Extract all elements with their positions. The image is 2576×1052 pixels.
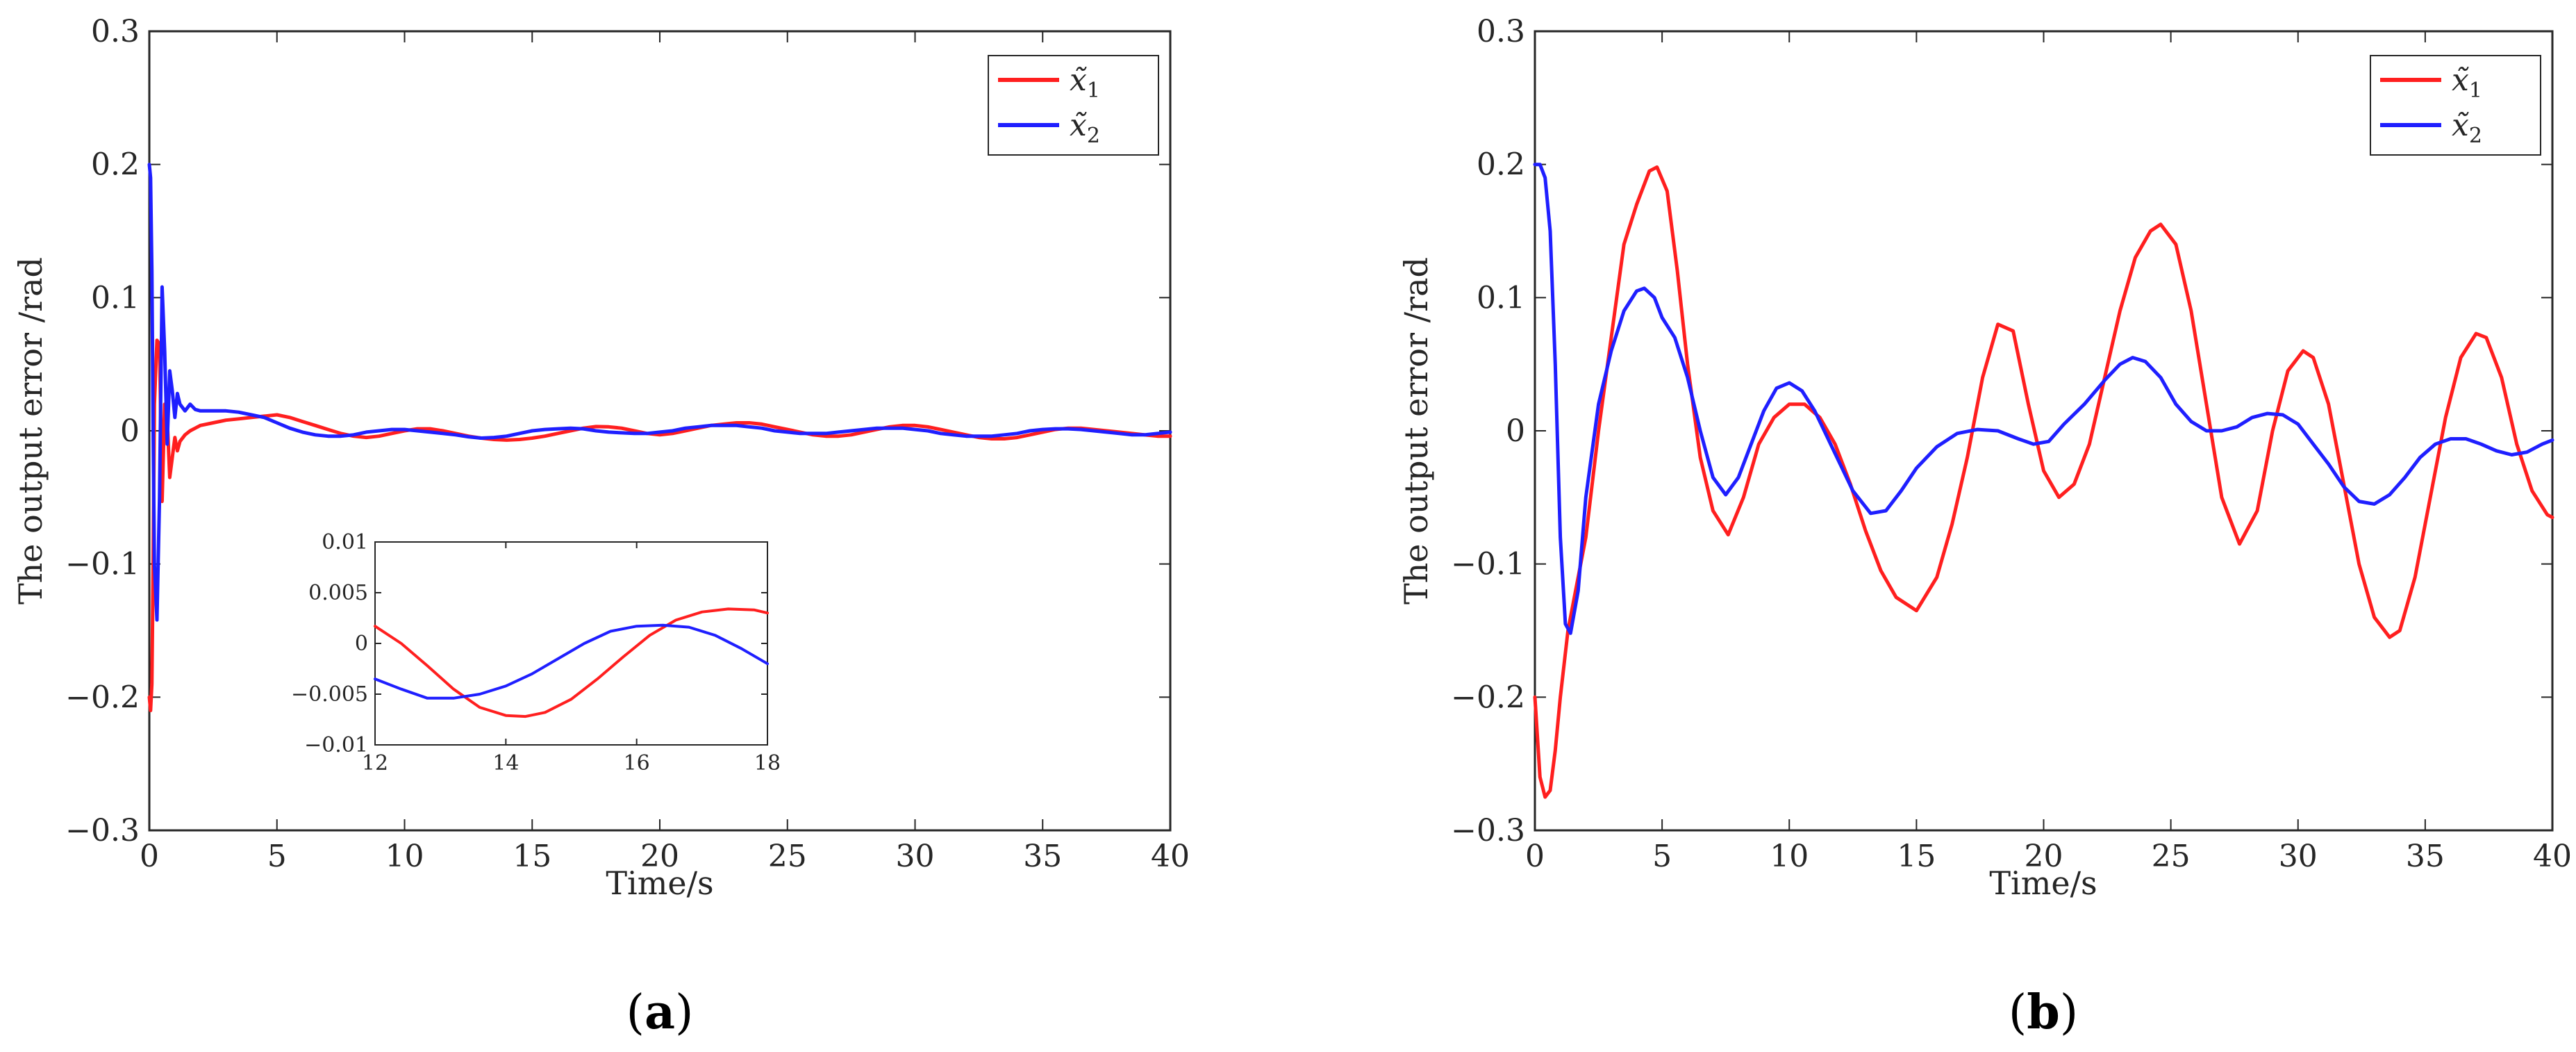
inset-frame-a xyxy=(374,541,768,746)
panel-label-b: (b) xyxy=(2009,985,2079,1040)
b-series-line-1 xyxy=(1533,165,2554,799)
a-xtick-label: 30 xyxy=(896,839,935,874)
b-xtick-label: 20 xyxy=(2025,839,2063,874)
inset-xtick-label: 18 xyxy=(754,751,781,775)
inset-ytick-label: −0.005 xyxy=(291,682,368,707)
inset-xtick-label: 12 xyxy=(362,751,388,775)
b-ytick-label: −0.1 xyxy=(1451,547,1525,582)
a-xtick-label: 40 xyxy=(1151,839,1190,874)
a-series-line-2 xyxy=(147,163,1172,622)
a-xtick-label: 35 xyxy=(1023,839,1062,874)
b-ytick-label: 0 xyxy=(1506,413,1525,449)
inset-series-line-1 xyxy=(374,607,769,718)
series-lines-b xyxy=(1533,163,2554,799)
inset-axis-ticks-a: 12 14 16 18 −0.01 −0.005 0 0.005 0.01 xyxy=(291,530,781,775)
axis-ticks-b: 0 5 10 15 20 25 30 35 40 −0.3 −0.2 −0.1 0 0.1 0.2 0.3 xyxy=(1451,14,2572,874)
inset-chart-a: 12 14 16 18 −0.01 −0.005 0 0.005 0.01 xyxy=(291,530,781,775)
x-axis-label-a: Time/s xyxy=(606,864,713,902)
a-xtick-label: 0 xyxy=(140,839,159,874)
axes-frame-b xyxy=(1534,30,2554,832)
b-ytick-label: −0.3 xyxy=(1451,813,1525,848)
a-xtick-label: 15 xyxy=(513,839,551,874)
inset-series-line-2 xyxy=(374,623,769,700)
b-xtick-label: 5 xyxy=(1652,839,1672,874)
axis-ticks-a: 0 5 10 15 20 25 30 35 40 −0.3 −0.2 −0.1 0 0.1 0.2 0.3 xyxy=(65,14,1190,874)
series-lines-a xyxy=(147,163,1172,712)
inset-ytick-label: −0.01 xyxy=(304,733,368,757)
b-xtick-label: 15 xyxy=(1897,839,1936,874)
legend-label-a-1: x̃1 xyxy=(1070,63,1100,103)
b-xtick-label: 25 xyxy=(2152,839,2191,874)
a-xtick-label: 10 xyxy=(385,839,424,874)
b-ytick-label: 0.2 xyxy=(1477,147,1525,183)
chart-panel-a: 0 5 10 15 20 25 30 35 40 −0.3 −0.2 −0.1 0 0.1 0.2 0.3 T… xyxy=(12,14,1190,1040)
a-ytick-label: −0.3 xyxy=(65,813,140,848)
legend-label-b-1: x̃1 xyxy=(2452,63,2482,103)
x-axis-label-b: Time/s xyxy=(1989,864,2097,902)
chart-panel-b: 0 5 10 15 20 25 30 35 40 −0.3 −0.2 −0.1 0 0.1 0.2 0.3 T… xyxy=(1397,14,2572,1040)
b-ytick-label: 0.1 xyxy=(1477,280,1525,315)
a-xtick-label: 20 xyxy=(640,839,679,874)
inset-ytick-label: 0.01 xyxy=(322,530,368,554)
b-xtick-label: 40 xyxy=(2533,839,2572,874)
inset-ytick-label: 0.005 xyxy=(308,581,368,605)
legend-b: x̃1 x̃2 xyxy=(2370,55,2541,156)
inset-xtick-label: 14 xyxy=(492,751,519,775)
a-xtick-label: 5 xyxy=(267,839,287,874)
b-xtick-label: 10 xyxy=(1770,839,1809,874)
a-ytick-label: 0.1 xyxy=(91,280,140,315)
b-ytick-label: −0.2 xyxy=(1451,680,1525,715)
a-ytick-label: 0 xyxy=(120,413,140,449)
inset-xtick-label: 16 xyxy=(624,751,650,775)
y-axis-label-b: The output error /rad xyxy=(1397,257,1435,605)
b-ytick-label: 0.3 xyxy=(1477,14,1525,49)
legend-a: x̃1 x̃2 xyxy=(988,55,1159,156)
a-ytick-label: −0.2 xyxy=(65,680,140,715)
inset-ytick-label: 0 xyxy=(355,632,368,656)
panel-label-a: (a) xyxy=(626,985,693,1040)
a-xtick-label: 25 xyxy=(768,839,807,874)
inset-series-lines-a xyxy=(374,607,769,718)
a-ytick-label: 0.2 xyxy=(91,147,140,183)
legend-label-b-2: x̃2 xyxy=(2452,108,2482,148)
a-ytick-label: −0.1 xyxy=(65,547,140,582)
legend-box-b xyxy=(2370,55,2541,156)
legend-label-a-2: x̃2 xyxy=(1070,108,1100,148)
legend-box-a xyxy=(988,55,1159,156)
b-xtick-label: 30 xyxy=(2279,839,2318,874)
b-xtick-label: 35 xyxy=(2406,839,2445,874)
y-axis-label-a: The output error /rad xyxy=(12,257,49,605)
b-xtick-label: 0 xyxy=(1525,839,1545,874)
a-ytick-label: 0.3 xyxy=(91,14,140,49)
b-series-line-2 xyxy=(1533,163,2554,635)
